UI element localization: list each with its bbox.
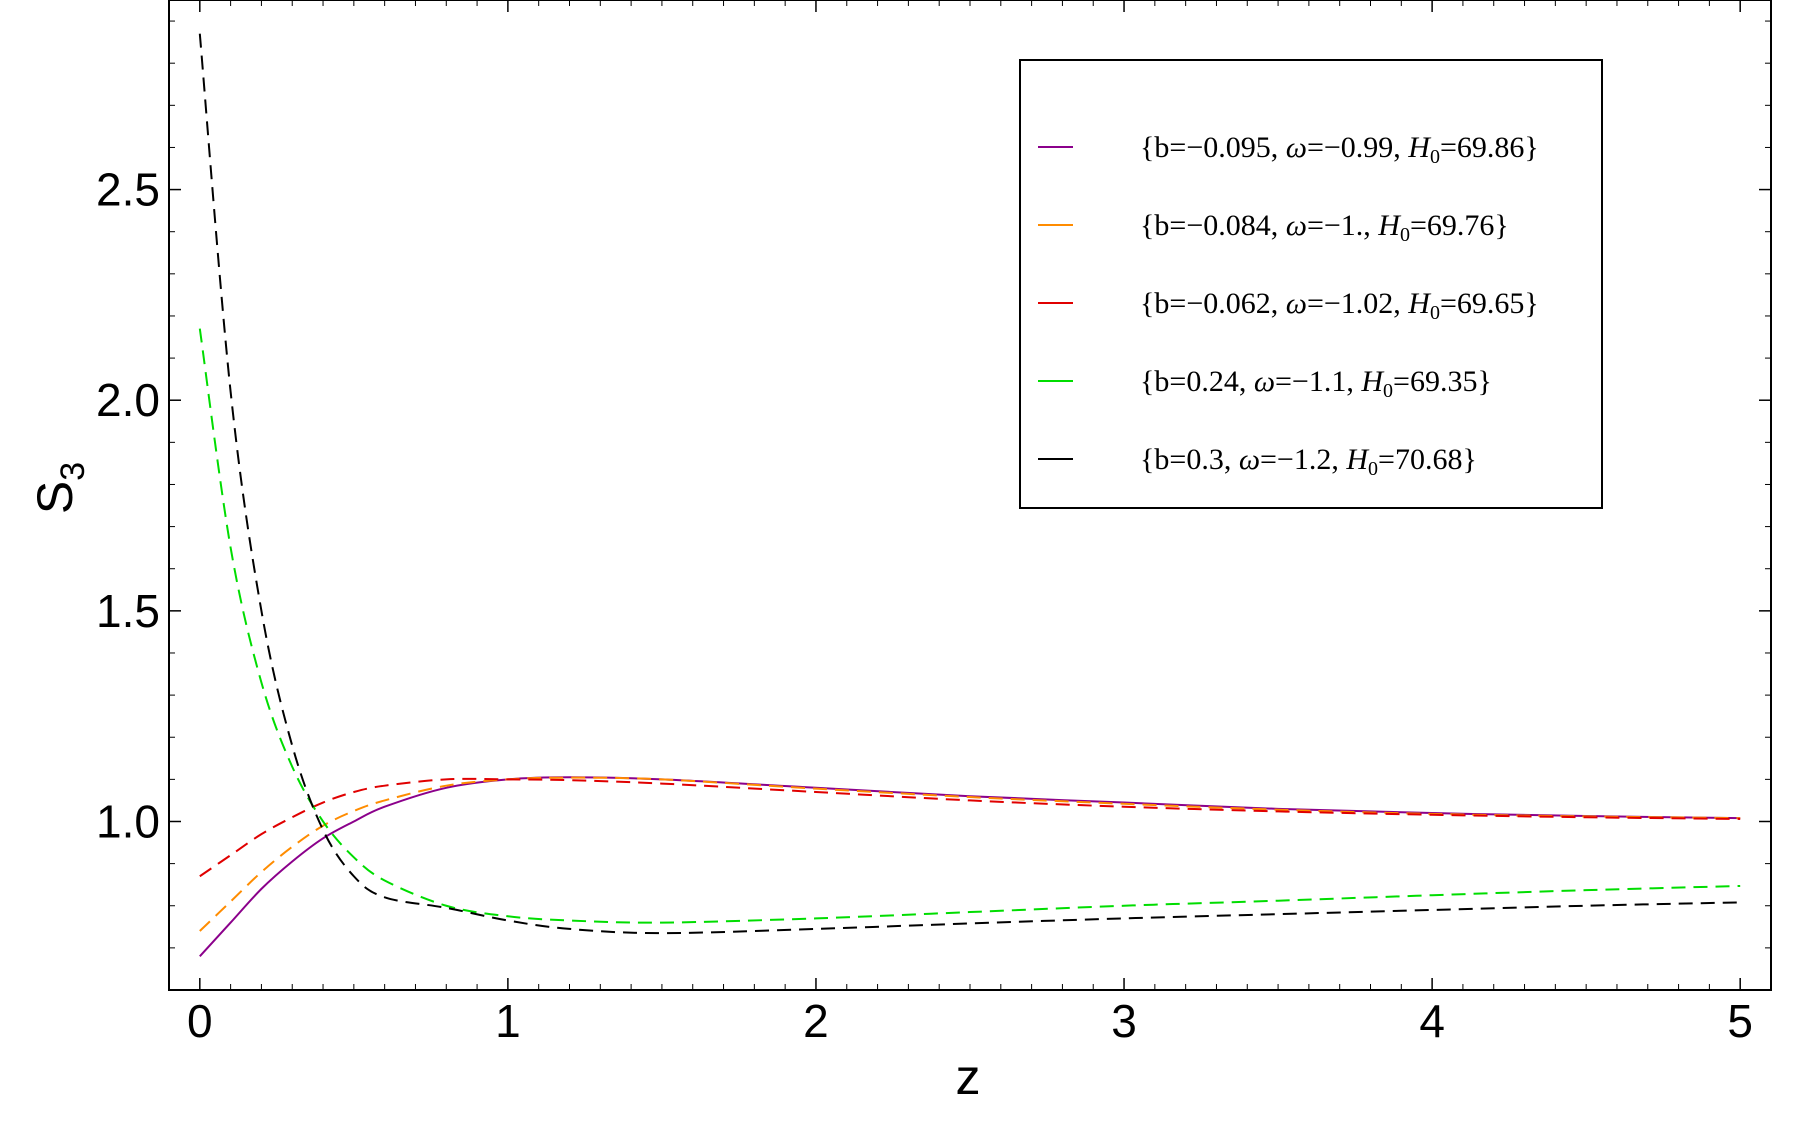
legend: {b=−0.095, ω=−0.99, H0=69.86} {b=−0.084, … bbox=[1038, 131, 1539, 480]
x-tick-label: 1 bbox=[495, 995, 521, 1047]
legend-entry-5: {b=0.3, ω=−1.2, H0=70.68} bbox=[1140, 443, 1477, 480]
y-axis-title-main: S bbox=[27, 481, 83, 514]
series-line-4 bbox=[198, 328, 1741, 924]
y-tick-label: 2.5 bbox=[96, 164, 160, 216]
series-line-3 bbox=[199, 777, 1741, 878]
y-tick-labels: 1.0 1.5 2.0 2.5 bbox=[96, 164, 160, 848]
series-lines bbox=[198, 33, 1741, 957]
legend-entry-2: {b=−0.084, ω=−1., H0=69.76} bbox=[1140, 209, 1509, 246]
x-tick-label: 5 bbox=[1727, 995, 1753, 1047]
svg-text:S3: S3 bbox=[27, 462, 92, 514]
legend-entry-4: {b=0.24, ω=−1.1, H0=69.35} bbox=[1140, 365, 1492, 402]
legend-entry-3: {b=−0.062, ω=−1.02, H0=69.65} bbox=[1140, 287, 1539, 324]
x-tick-label: 2 bbox=[803, 995, 829, 1047]
y-axis-title: S3 bbox=[27, 462, 92, 514]
x-axis-title: z bbox=[956, 1049, 981, 1105]
y-tick-label: 1.5 bbox=[96, 585, 160, 637]
x-tick-label: 3 bbox=[1111, 995, 1137, 1047]
legend-entry-1: {b=−0.095, ω=−0.99, H0=69.86} bbox=[1140, 131, 1539, 168]
y-tick-label: 1.0 bbox=[96, 795, 160, 847]
series-line-1 bbox=[199, 776, 1741, 957]
x-tick-label: 0 bbox=[187, 995, 213, 1047]
y-axis-title-subscript: 3 bbox=[54, 462, 92, 481]
series-line-5 bbox=[198, 33, 1741, 935]
y-tick-label: 2.0 bbox=[96, 374, 160, 426]
axis-ticks bbox=[168, 0, 1771, 990]
legend-box bbox=[1019, 59, 1603, 509]
x-tick-label: 4 bbox=[1419, 995, 1445, 1047]
x-tick-labels: 0 1 2 3 4 5 bbox=[187, 995, 1753, 1047]
